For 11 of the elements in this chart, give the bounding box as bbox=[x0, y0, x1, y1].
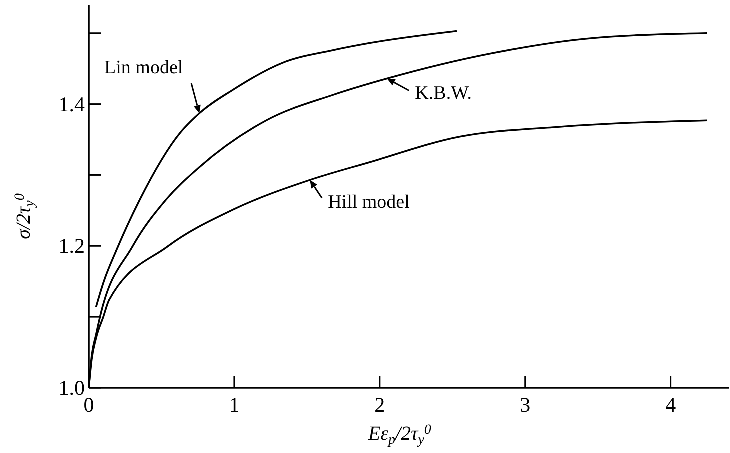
annotation: Lin model bbox=[104, 58, 184, 79]
y-tick-label: 1.2 bbox=[58, 234, 85, 258]
annotation: K.B.W. bbox=[415, 82, 472, 104]
x-tick-label: 0 bbox=[84, 393, 94, 417]
y-tick-label: 1.4 bbox=[58, 92, 86, 116]
x-tick-label: 4 bbox=[666, 393, 677, 417]
x-tick-label: 3 bbox=[520, 393, 531, 417]
y-tick-label: 1.0 bbox=[58, 376, 85, 400]
x-tick-label: 1 bbox=[229, 393, 240, 417]
x-tick-label: 2 bbox=[374, 393, 386, 417]
annotation: Hill model bbox=[328, 192, 410, 214]
